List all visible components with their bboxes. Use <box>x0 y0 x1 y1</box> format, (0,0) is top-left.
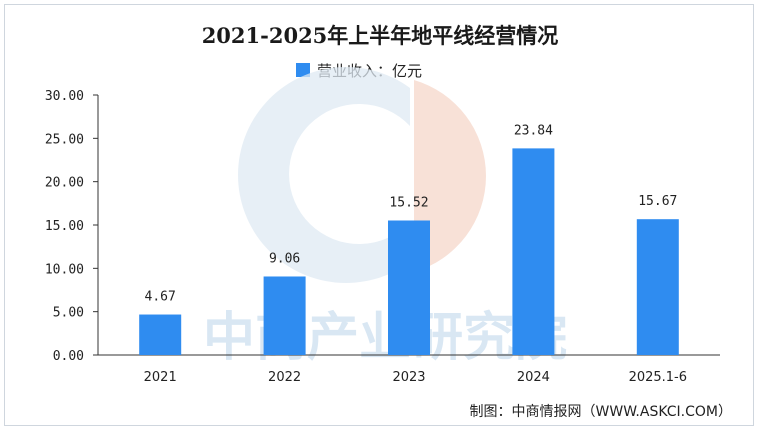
chart-title: 2021-2025年上半年地平线经营情况 <box>201 23 559 48</box>
y-tick-label: 30.00 <box>45 89 84 104</box>
legend-swatch <box>296 63 310 77</box>
bar-2025.1-6 <box>636 219 679 355</box>
bars <box>139 148 679 355</box>
source-note: 制图：中商情报网（WWW.ASKCI.COM） <box>469 404 732 420</box>
y-tick-label: 25.00 <box>45 132 84 147</box>
x-tick-label: 2021 <box>144 370 177 385</box>
bar-2023 <box>388 220 430 355</box>
bar-2021 <box>139 314 182 355</box>
x-tick-label: 2025.1-6 <box>629 370 687 385</box>
bar-2024 <box>512 148 555 355</box>
data-label: 4.67 <box>145 290 176 305</box>
data-labels: 4.67 2021 9.06 2022 15.52 2023 23.84 2024 15.67 2… <box>144 123 687 385</box>
data-label: 15.52 <box>389 195 428 210</box>
y-tick-label: 0.00 <box>53 349 84 364</box>
data-label: 9.06 <box>269 251 300 266</box>
y-tick-label: 15.00 <box>45 219 84 234</box>
data-label: 23.84 <box>514 123 553 138</box>
y-tick-label: 5.00 <box>53 306 84 321</box>
x-tick-label: 2022 <box>268 370 301 385</box>
y-tick-label: 10.00 <box>45 262 84 277</box>
y-tick-label: 20.00 <box>45 176 84 191</box>
data-label: 15.67 <box>638 194 677 209</box>
x-tick-label: 2024 <box>517 370 550 385</box>
bar-2022 <box>263 276 306 355</box>
x-tick-label: 2023 <box>392 370 425 385</box>
